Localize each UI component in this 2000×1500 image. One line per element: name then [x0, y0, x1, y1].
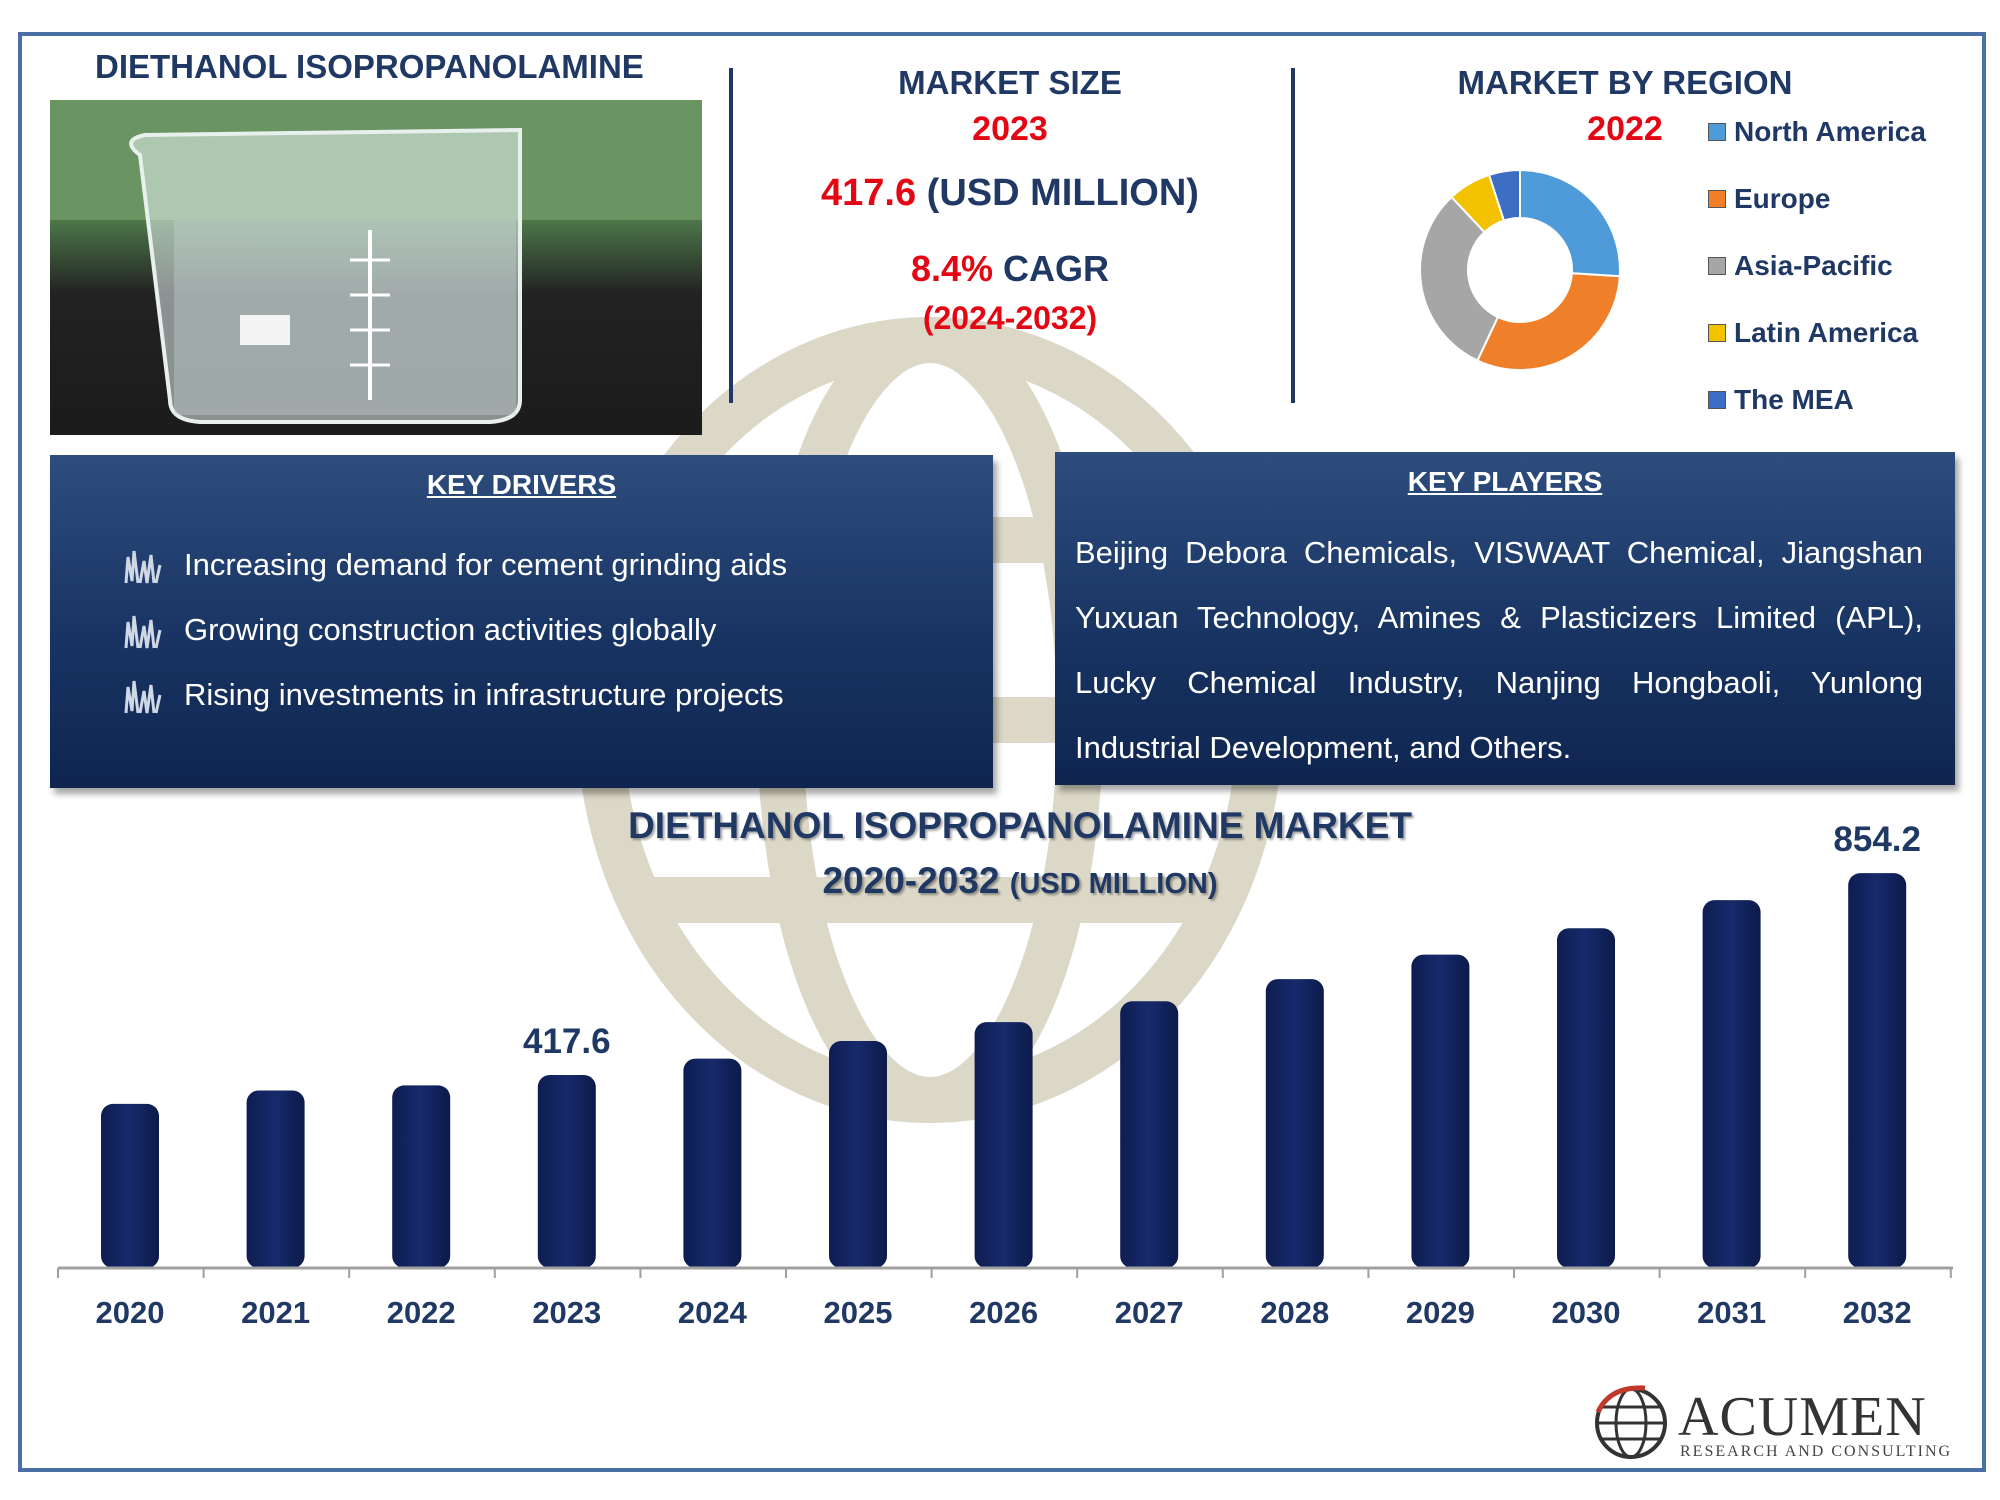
- driver-item: Increasing demand for cement grinding ai…: [120, 543, 787, 587]
- legend-swatch-north-america: [1708, 123, 1726, 141]
- key-players-text: Beijing Debora Chemicals, VISWAAT Chemic…: [1075, 535, 1923, 765]
- legend-label: Asia-Pacific: [1734, 250, 1893, 281]
- product-title: DIETHANOL ISOPROPANOLAMINE: [95, 48, 644, 85]
- chart-subtitle: 2020-2032: [822, 860, 1000, 901]
- brand-tagline: RESEARCH AND CONSULTING: [1680, 1443, 1953, 1460]
- legend-the-mea: The MEA: [1708, 384, 1854, 416]
- driver-item: Rising investments in infrastructure pro…: [120, 673, 784, 717]
- data-label-2032: 854.2: [1833, 820, 1921, 859]
- legend-swatch-asia-pacific: [1708, 257, 1726, 275]
- x-tick-label: 2021: [241, 1295, 310, 1330]
- legend-swatch-latin-america: [1708, 324, 1726, 342]
- legend-swatch-europe: [1708, 190, 1726, 208]
- cagr-value: 8.4%: [910, 248, 994, 289]
- legend-north-america: North America: [1708, 116, 1926, 148]
- legend-label: Europe: [1734, 183, 1831, 214]
- bar-2027: [1120, 1001, 1179, 1268]
- growth-chart-icon: [124, 550, 162, 584]
- chart-subtitle-unit: (USD MILLION): [1009, 868, 1218, 900]
- market-size-value-line: 417.6 (USD MILLION): [760, 172, 1260, 215]
- bar-2020: [101, 1103, 159, 1268]
- product-photo: [50, 100, 702, 435]
- legend-label: North America: [1734, 116, 1926, 147]
- legend-swatch-the-mea: [1708, 391, 1726, 409]
- driver-text: Increasing demand for cement grinding ai…: [184, 547, 788, 582]
- divider-2: [1291, 68, 1295, 403]
- bar-2023: [537, 1074, 596, 1268]
- chart-title: DIETHANOL ISOPROPANOLAMINE MARKET: [628, 805, 1412, 846]
- x-tick-label: 2029: [1406, 1295, 1475, 1330]
- legend-latin-america: Latin America: [1708, 317, 1918, 349]
- bar-2032: [1848, 873, 1907, 1268]
- legend-asia-pacific: Asia-Pacific: [1708, 250, 1893, 282]
- driver-item: Growing construction activities globally: [120, 608, 716, 652]
- key-drivers-title: KEY DRIVERS: [426, 469, 617, 500]
- bar-2028: [1265, 979, 1324, 1268]
- legend-label: The MEA: [1734, 384, 1854, 415]
- donut-slice-the-mea: [1487, 168, 1521, 222]
- donut-slice-north-america: [1519, 168, 1621, 278]
- x-tick-label: 2028: [1260, 1295, 1329, 1330]
- x-tick-label: 2024: [678, 1295, 748, 1330]
- growth-chart-icon: [124, 615, 162, 649]
- key-players-panel: KEY PLAYERS Beijing Debora Chemicals, VI…: [1055, 452, 1955, 785]
- region-year: 2022: [1587, 110, 1663, 148]
- bar-2026: [974, 1022, 1033, 1268]
- x-tick-label: 2027: [1115, 1295, 1184, 1330]
- market-size-value: 417.6: [821, 172, 917, 214]
- chart-subtitle-line: 2020-2032 (USD MILLION): [540, 860, 1500, 902]
- bar-2024: [683, 1058, 742, 1268]
- legend-label: Latin America: [1734, 317, 1919, 348]
- bar-2021: [246, 1090, 305, 1268]
- market-size-unit: (USD MILLION): [926, 172, 1199, 214]
- x-tick-label: 2025: [824, 1295, 893, 1330]
- donut-slice-europe: [1476, 272, 1621, 371]
- brand-name: ACUMEN: [1678, 1386, 1927, 1448]
- market-size-year: 2023: [972, 110, 1048, 148]
- region-heading: MARKET BY REGION: [1457, 64, 1793, 101]
- x-tick-label: 2020: [96, 1295, 165, 1330]
- cagr-label: CAGR: [1003, 248, 1110, 289]
- bar-2031: [1702, 900, 1761, 1268]
- x-tick-label: 2026: [969, 1295, 1038, 1330]
- x-tick-label: 2031: [1697, 1295, 1766, 1330]
- donut-slice-asia-pacific: [1419, 195, 1500, 362]
- divider-1: [729, 68, 733, 403]
- region-donut-chart: [1419, 168, 1621, 371]
- key-players-title: KEY PLAYERS: [1407, 466, 1603, 497]
- bar-2025: [829, 1041, 887, 1268]
- driver-text: Growing construction activities globally: [184, 612, 717, 647]
- acumen-globe-logo-icon: [1595, 1385, 1667, 1459]
- data-label-2023: 417.6: [523, 1022, 611, 1061]
- market-size-heading: MARKET SIZE: [898, 64, 1122, 101]
- bar-2029: [1411, 954, 1470, 1268]
- x-tick-label: 2030: [1552, 1295, 1621, 1330]
- legend-europe: Europe: [1708, 183, 1830, 215]
- key-drivers-panel: KEY DRIVERS Increasing demand for cement…: [50, 455, 993, 788]
- driver-text: Rising investments in infrastructure pro…: [184, 677, 784, 712]
- bar-2030: [1557, 928, 1615, 1268]
- cagr-period: (2024-2032): [922, 300, 1098, 336]
- cagr-line: 8.4% CAGR: [780, 248, 1240, 290]
- growth-chart-icon: [124, 680, 162, 714]
- bar-2022: [392, 1085, 451, 1268]
- x-tick-label: 2023: [532, 1295, 601, 1330]
- x-tick-label: 2032: [1843, 1295, 1912, 1330]
- x-tick-label: 2022: [387, 1295, 456, 1330]
